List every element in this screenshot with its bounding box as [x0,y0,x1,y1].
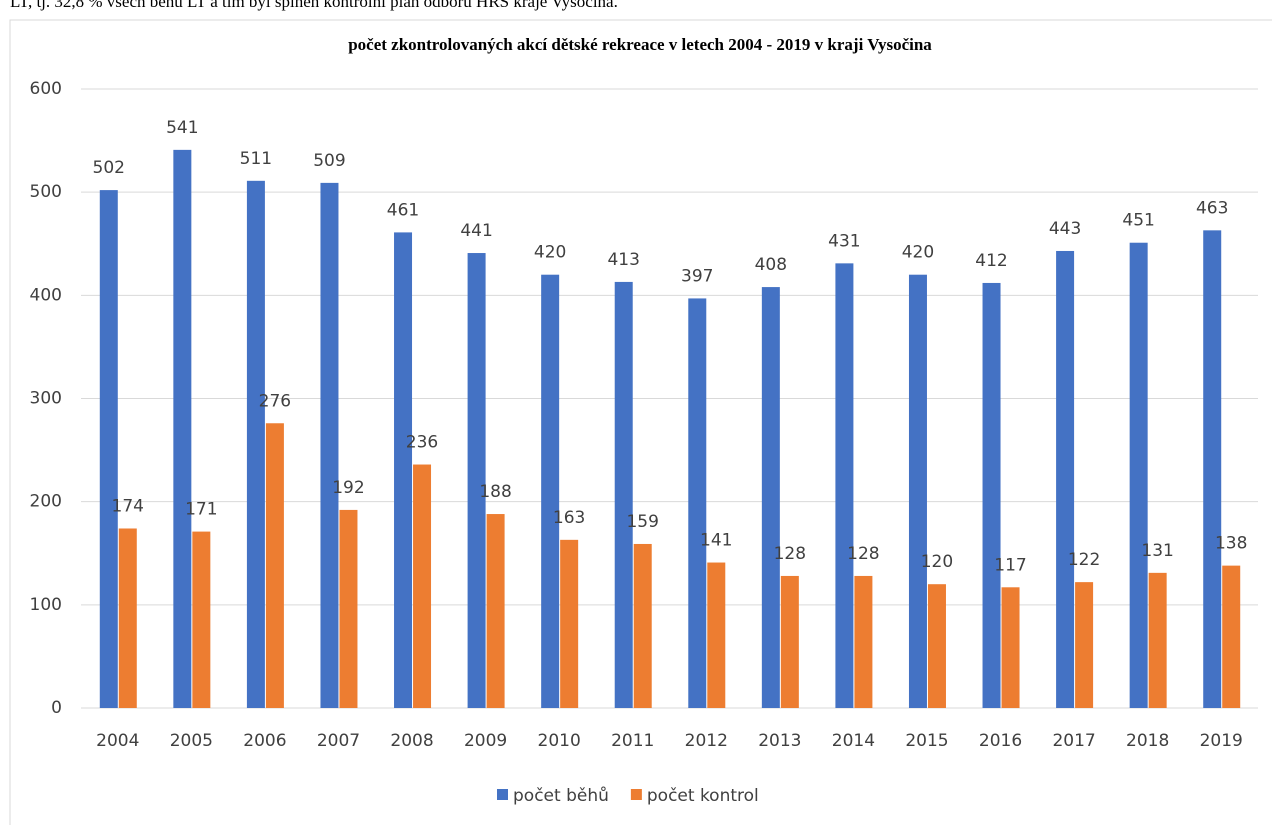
bar [982,282,1001,708]
data-label: 117 [994,555,1026,575]
bar [908,274,927,708]
x-tick-label: 2005 [170,731,213,751]
y-tick-label: 100 [30,595,62,615]
data-label: 451 [1122,211,1154,231]
bar [486,514,505,708]
y-tick-label: 0 [51,698,62,718]
bar [1056,250,1075,708]
bar [835,263,854,708]
bar [339,509,358,708]
legend-label: počet kontrol [647,786,759,806]
x-tick-label: 2016 [979,731,1022,751]
bar [633,543,652,708]
bar [560,539,579,708]
x-tick-label: 2007 [317,731,360,751]
bar [1001,587,1020,708]
data-label: 420 [902,243,934,263]
bar [1222,565,1241,708]
y-tick-label: 600 [30,79,62,99]
x-tick-label: 2004 [96,731,139,751]
data-label: 431 [828,231,860,251]
data-label: 509 [313,151,345,171]
bar [1075,582,1094,708]
data-label: 541 [166,118,198,138]
bar [854,575,873,708]
data-label: 141 [700,531,732,551]
data-label: 159 [626,512,658,532]
data-label: 443 [1049,219,1081,239]
data-label: 122 [1068,550,1100,570]
y-tick-label: 400 [30,285,62,305]
data-label: 188 [479,482,511,502]
data-label: 463 [1196,198,1228,218]
bar [614,281,633,708]
x-tick-label: 2012 [685,731,728,751]
bar [118,528,137,708]
data-label: 502 [93,158,125,178]
x-tick-label: 2011 [611,731,654,751]
bar [394,232,413,708]
data-label: 413 [607,250,639,270]
data-label: 174 [112,496,144,516]
data-label: 120 [921,552,953,572]
bar [192,531,211,708]
bar [1148,572,1167,708]
bar [320,182,339,709]
data-label: 192 [332,478,364,498]
data-label: 128 [847,544,879,564]
data-label: 412 [975,251,1007,271]
y-tick-label: 500 [30,182,62,202]
bar [541,274,560,708]
data-label: 128 [774,544,806,564]
x-tick-label: 2019 [1200,731,1243,751]
x-tick-label: 2018 [1126,731,1169,751]
data-label: 461 [387,200,419,220]
data-label: 131 [1141,541,1173,561]
bar [413,464,432,708]
bar [1203,230,1222,709]
x-tick-label: 2010 [538,731,581,751]
data-label: 138 [1215,534,1247,554]
data-label: 420 [534,243,566,263]
x-tick-label: 2017 [1052,731,1095,751]
chart-title: počet zkontrolovaných akcí dětské rekrea… [348,35,932,54]
data-label: 441 [460,221,492,241]
bar [927,584,946,708]
x-tick-label: 2008 [390,731,433,751]
y-tick-label: 200 [30,492,62,512]
bar [173,149,192,708]
legend-swatch [630,789,642,800]
y-tick-label: 300 [30,389,62,409]
data-label: 163 [553,508,585,528]
bar [246,180,265,708]
bar [780,575,799,708]
bar [1129,242,1148,709]
bar [467,253,486,708]
legend-label: počet běhů [513,786,609,806]
bar [761,287,780,708]
x-tick-label: 2009 [464,731,507,751]
legend-swatch [497,789,508,800]
data-label: 236 [406,433,438,453]
data-label: 397 [681,266,713,286]
x-tick-label: 2014 [832,731,875,751]
x-tick-label: 2006 [243,731,286,751]
data-label: 408 [755,255,787,275]
data-label: 511 [240,149,272,169]
bar [99,190,118,708]
bar [707,562,726,708]
x-tick-label: 2013 [758,731,801,751]
bar [265,423,284,708]
data-label: 171 [185,500,217,520]
bar [688,298,707,708]
header-text: LT, tj. 32,8 % všech běhů LT a tím byl s… [10,0,618,11]
x-tick-label: 2015 [905,731,948,751]
data-label: 276 [259,391,291,411]
